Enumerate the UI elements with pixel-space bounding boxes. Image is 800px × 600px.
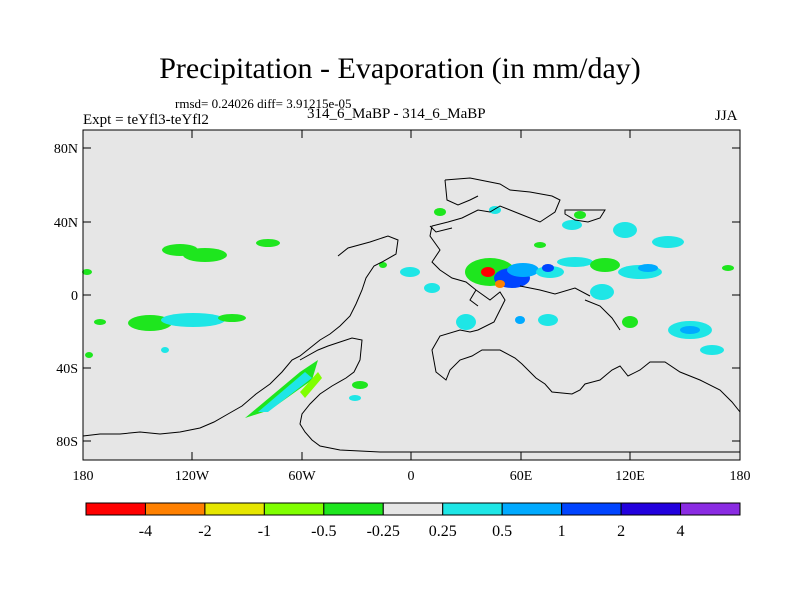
experiment-label: Expt = teYfl3-teYfl2 [83,112,209,128]
colorbar-swatch [85,502,146,516]
season-label: JJA [715,108,738,124]
y-tick-label: 80S [56,435,78,450]
colorbar-label: 1 [558,523,566,540]
stats-text: rmsd= 0.24026 diff= 3.91215e-05 [175,96,352,111]
plot-background [83,130,740,460]
colorbar-label: 0.25 [429,523,457,540]
colorbar-label: -1 [258,523,271,540]
x-tick-label: 180 [730,469,751,484]
x-tick-label: 180 [73,469,94,484]
colorbar: -4 -2 -1 -0.5 -0.25 0.25 0.5 1 2 4 [85,502,741,540]
x-tick-label: 60W [288,469,316,484]
colorbar-swatch [144,502,206,516]
colorbar-swatch [263,502,325,516]
colorbar-label: -0.25 [367,523,400,540]
map-title: Precipitation - Evaporation (in mm/day) [159,52,641,85]
run-comparison-label: 314_6_MaBP - 314_6_MaBP [307,106,486,122]
x-tick-label: 120E [615,469,645,484]
anomaly-field [82,206,734,418]
colorbar-swatch [204,502,265,516]
colorbar-label: -2 [198,523,211,540]
colorbar-swatch [680,502,741,516]
y-tick-label: 0 [71,289,78,304]
x-axis-ticks [191,130,631,460]
colorbar-label: 4 [677,523,685,540]
colorbar-swatch [442,502,503,516]
colorbar-label: -0.5 [311,523,336,540]
y-tick-label: 40S [56,362,78,377]
colorbar-label: 0.5 [492,523,512,540]
x-tick-label: 0 [408,469,415,484]
colorbar-swatch [561,502,622,516]
y-axis-ticks [83,147,740,442]
y-tick-label: 40N [54,216,78,231]
colorbar-swatch [323,502,384,516]
colorbar-swatch [620,502,682,516]
x-tick-label: 60E [510,469,533,484]
coastline-outline [82,177,741,453]
y-tick-label: 80N [54,142,78,157]
colorbar-swatch [382,502,444,516]
colorbar-label: 2 [617,523,625,540]
colorbar-label: -4 [139,523,152,540]
colorbar-swatch [501,502,563,516]
x-tick-label: 120W [175,469,210,484]
